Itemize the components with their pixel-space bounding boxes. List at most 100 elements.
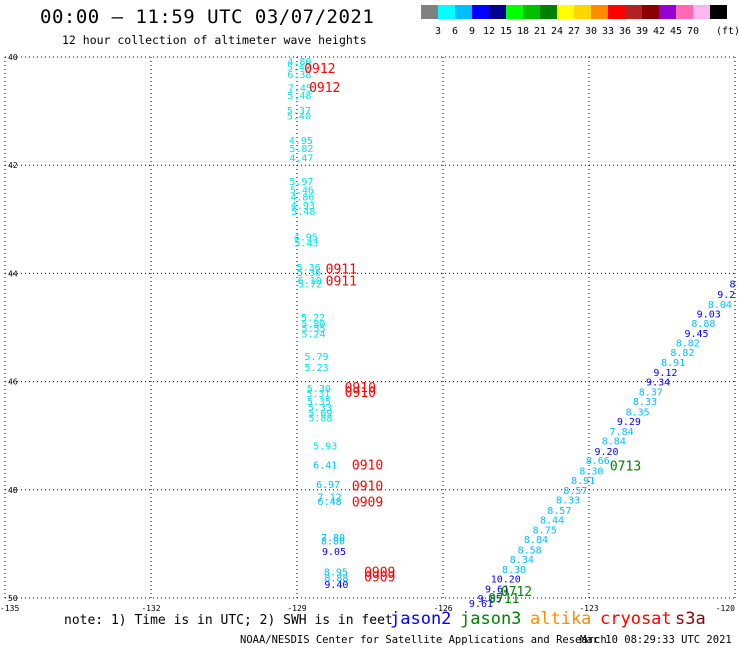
legend-swatch [472, 5, 489, 19]
swh-value-label: 8.37 [639, 387, 663, 398]
legend-swatch [523, 5, 540, 19]
swh-value-label: 8.91 [661, 358, 685, 369]
swh-value-label: 5.72 [298, 280, 322, 291]
swh-value-label: 8.91 [571, 476, 595, 487]
legend-label: 27 [567, 26, 581, 37]
pass-time-label: 0911 [326, 263, 357, 278]
legend-swatch [642, 5, 659, 19]
pass-time-label: 0912 [309, 81, 340, 96]
pass-time-label: 0910 [352, 479, 383, 494]
swh-value-label: 5.36 [297, 263, 321, 274]
swh-value-label: 8.57 [547, 506, 571, 517]
pass-time-label: 0911 [326, 274, 357, 289]
swh-value-label: 8.88 [324, 573, 348, 584]
legend-swatch [489, 5, 506, 19]
legend-swatch [659, 5, 676, 19]
swh-value-label: 8.84 [524, 535, 548, 546]
swh-value-label: 5.24 [301, 329, 325, 340]
swh-value-label: 5.88 [308, 413, 332, 424]
swh-value-label: 5.22 [301, 313, 325, 324]
swh-value-label: 8.30 [579, 466, 603, 477]
swh-value-label: 7.12 [318, 492, 342, 503]
swh-value-label: 9.34 [646, 378, 670, 389]
swh-value-label: 5.97 [289, 177, 313, 188]
legend-swatch [693, 5, 710, 19]
y-tick-label: 48 [8, 486, 18, 495]
legend-label: 30 [584, 26, 598, 37]
y-tick-label: 46 [8, 378, 18, 387]
legend-label: 70 [686, 26, 700, 37]
swh-value-label: 8.95 [324, 567, 348, 578]
pass-time-label: 0711 [488, 592, 519, 607]
y-tick-label: 44 [8, 269, 18, 278]
swh-value-label: 8.75 [533, 525, 557, 536]
swh-value-label: 5.48 [287, 91, 311, 102]
swh-value-label: 9.05 [322, 547, 346, 558]
swh-value-label: 9.61 [485, 584, 509, 595]
swh-value-label: 4.80 [287, 57, 311, 68]
swh-value-label: 7.80 [321, 533, 345, 544]
chart-subtitle: 12 hour collection of altimeter wave hei… [62, 33, 367, 47]
legend-swatch [421, 5, 438, 19]
swh-value-label: 8.80 [321, 537, 345, 548]
legend-swatch [710, 5, 727, 19]
swh-value-label: 9.03 [697, 309, 721, 320]
chart-title: 00:00 – 11:59 UTC 03/07/2021 [40, 6, 375, 28]
satellite-s3a: s3a [675, 609, 706, 629]
satellite-jason2: jason2 [390, 609, 452, 629]
swh-value-label: 8.30 [502, 565, 526, 576]
swh-value-label: 4.95 [294, 233, 318, 244]
y-tick-label: 40 [8, 53, 18, 62]
swh-value-label: 6.97 [316, 480, 340, 491]
pass-time-label: 0912 [304, 62, 335, 77]
swh-value-label: 9.85 [478, 594, 502, 605]
swh-value-label: 5.40 [287, 111, 311, 122]
swh-value-label: 8.57 [563, 486, 587, 497]
swh-value-label: 8.82 [676, 339, 700, 350]
pass-time-label: 0910 [345, 386, 376, 401]
swh-value-label: 8.04 [708, 300, 732, 311]
swh-value-label: 5.33 [308, 403, 332, 414]
legend-label: 39 [635, 26, 649, 37]
swh-value-label: 5.30 [307, 384, 331, 395]
swh-value-label: 8.33 [633, 397, 657, 408]
legend-label: 33 [601, 26, 615, 37]
footer-note: note: 1) Time is in UTC; 2) SWH is in fe… [64, 613, 393, 628]
legend-swatch [438, 5, 455, 19]
x-tick-label: -135 [0, 604, 19, 613]
satellite-altika: altika [530, 609, 592, 629]
swh-value-label: 5.82 [289, 144, 313, 155]
legend-swatch [608, 5, 625, 19]
swh-value-label: 9.61 [469, 599, 493, 610]
legend-swatch [591, 5, 608, 19]
swh-value-label: 6.10 [298, 276, 322, 287]
satellite-cryosat: cryosat [600, 609, 672, 629]
legend-label: 24 [550, 26, 564, 37]
swh-value-label: 4.86 [290, 193, 314, 204]
pass-time-label: 0712 [501, 585, 532, 600]
swh-value-label: 8.35 [626, 407, 650, 418]
legend-label: 45 [669, 26, 683, 37]
pass-time-label: 0910 [345, 381, 376, 396]
swh-value-label: 5.69 [308, 408, 332, 419]
legend-label: 15 [499, 26, 513, 37]
legend-label: 18 [516, 26, 530, 37]
swh-value-label: 5.42 [287, 63, 311, 74]
swh-value-label: 5.37 [287, 106, 311, 117]
x-tick-label: -132 [141, 604, 160, 613]
swh-value-label: 5.23 [304, 363, 328, 374]
swh-value-label: 5.43 [294, 239, 318, 250]
pass-time-label: 0909 [364, 565, 395, 580]
legend-swatch [506, 5, 523, 19]
pass-time-label: 0713 [610, 459, 641, 474]
swh-value-label: 4.95 [289, 136, 313, 147]
swh-value-label: 8.34 [510, 555, 534, 566]
swh-value-label: 5.31 [306, 389, 330, 400]
swh-value-label: 7.84 [610, 427, 634, 438]
x-tick-label: -129 [287, 604, 306, 613]
swh-value-label: 8.88 [691, 319, 715, 330]
x-tick-label: -126 [433, 604, 452, 613]
swh-value-label: 8.44 [540, 516, 564, 527]
swh-value-label: 5.48 [291, 207, 315, 218]
